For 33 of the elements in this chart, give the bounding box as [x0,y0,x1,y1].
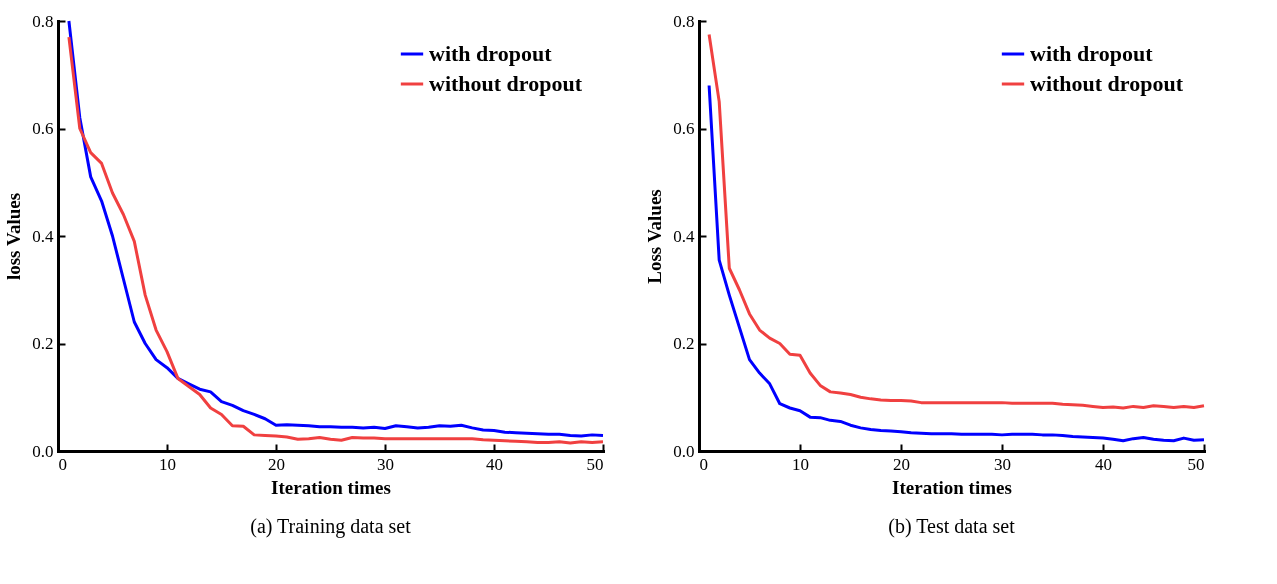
y-tick-label: 0.6 [673,119,695,138]
x-axis-title: Iteration times [892,476,1012,498]
line-series [707,32,1206,410]
x-tick-label: 30 [377,454,394,474]
legend-label: with dropout [429,41,553,66]
x-tick-label: 30 [994,454,1011,474]
legend-label: with dropout [1030,41,1154,66]
y-tick-label: 0.8 [673,11,695,31]
y-tick-label: 0.2 [673,334,695,353]
x-tick-label: 50 [1187,454,1205,474]
text: (b) Test data set [888,515,1016,538]
y-tick-label: 0.0 [673,441,695,461]
text: (a) Training data set [250,515,412,538]
x-tick-label: 40 [1095,454,1112,474]
y-axis-title: Loss Values [644,189,666,284]
x-tick-label: 20 [893,454,910,474]
x-tick-label: 10 [159,454,176,474]
y-tick-label: 0.8 [32,11,54,31]
legend-label: without dropout [429,71,583,96]
y-tick-label: 0.0 [32,441,54,461]
x-tick-label: 0 [58,454,67,474]
legend-label: without dropout [1030,71,1184,96]
x-axis-title: Iteration times [271,476,391,498]
x-tick-label: 0 [699,454,708,474]
x-tick-label: 20 [268,454,285,474]
y-tick-label: 0.4 [32,226,54,246]
y-axis-title: loss Values [3,192,25,281]
y-tick-label: 0.2 [32,334,54,353]
y-tick-label: 0.6 [32,119,54,138]
x-tick-label: 50 [586,454,604,474]
x-tick-label: 40 [486,454,503,474]
y-tick-label: 0.4 [673,226,695,246]
x-tick-label: 10 [792,454,809,474]
